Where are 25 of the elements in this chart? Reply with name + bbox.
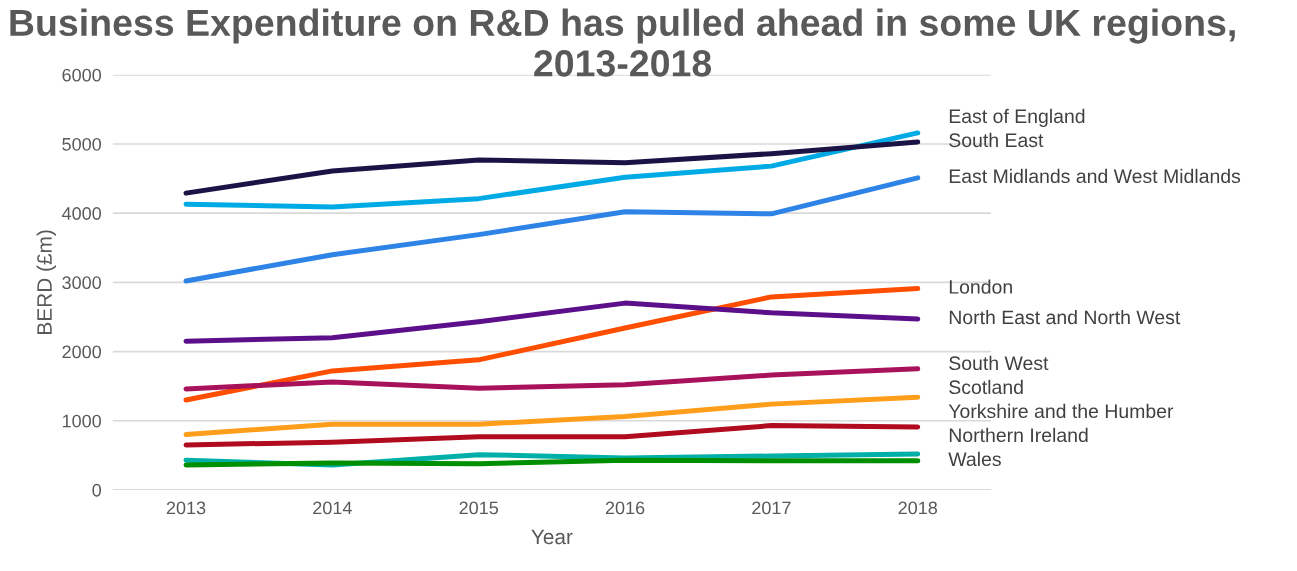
series-label: South West (949, 355, 1049, 371)
series-label: London (949, 279, 1012, 294)
y-tick-label: 3000 (62, 276, 102, 290)
series-label: Wales (948, 451, 1001, 467)
y-tick-label: 2000 (62, 345, 102, 359)
y-axis-title: BERD (£m) (36, 230, 56, 334)
y-tick-label: 6000 (62, 68, 102, 82)
x-tick-label: 2017 (752, 501, 791, 515)
y-tick-label: 0 (92, 483, 102, 497)
y-tick-label: 4000 (61, 207, 102, 220)
x-tick-label: 2015 (459, 501, 499, 515)
series-label: Northern Ireland (949, 427, 1088, 443)
series-label: East Midlands and West Midlands (949, 168, 1241, 184)
y-tick-label: 1000 (62, 414, 102, 428)
y-tick-label: 5000 (62, 137, 102, 151)
series-label: Scotland (949, 379, 1023, 395)
x-tick-label: 2016 (605, 501, 645, 515)
x-tick-label: 2014 (313, 501, 352, 515)
series-label: South East (949, 132, 1044, 148)
x-tick-label: 2013 (166, 501, 206, 515)
series-label: East of England (949, 108, 1085, 127)
series-label: Yorkshire and the Humber (948, 403, 1174, 419)
series-label: North East and North West (949, 309, 1181, 325)
x-tick-label: 2018 (898, 501, 938, 515)
x-axis-title: Year (531, 529, 573, 545)
